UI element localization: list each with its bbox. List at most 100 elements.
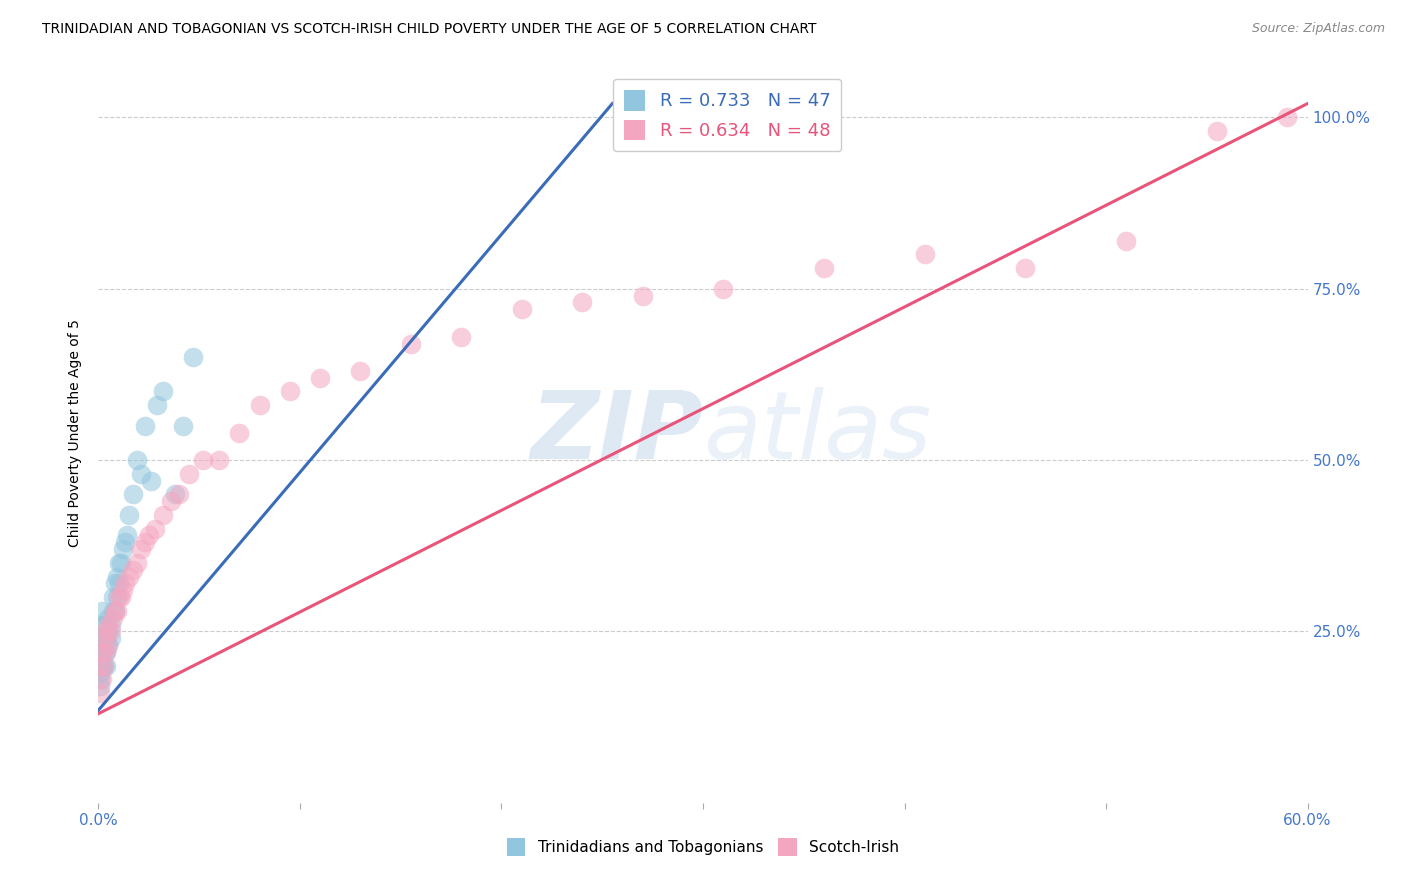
Point bbox=[93, 645, 115, 659]
Point bbox=[96, 658, 118, 673]
Point bbox=[91, 645, 114, 659]
Point bbox=[138, 528, 160, 542]
Point bbox=[107, 576, 129, 591]
Point bbox=[450, 329, 472, 343]
Point bbox=[91, 617, 114, 632]
Point bbox=[711, 282, 734, 296]
Point bbox=[160, 494, 183, 508]
Point bbox=[228, 425, 250, 440]
Point bbox=[399, 336, 422, 351]
Point bbox=[129, 542, 152, 557]
Point bbox=[309, 371, 332, 385]
Point bbox=[105, 604, 128, 618]
Point bbox=[179, 467, 201, 481]
Point bbox=[110, 556, 132, 570]
Text: TRINIDADIAN AND TOBAGONIAN VS SCOTCH-IRISH CHILD POVERTY UNDER THE AGE OF 5 CORR: TRINIDADIAN AND TOBAGONIAN VS SCOTCH-IRI… bbox=[42, 22, 817, 37]
Point bbox=[118, 569, 141, 583]
Point bbox=[114, 535, 136, 549]
Point bbox=[89, 673, 111, 687]
Point bbox=[125, 556, 148, 570]
Point bbox=[93, 632, 115, 646]
Point bbox=[101, 590, 124, 604]
Point bbox=[115, 528, 138, 542]
Point bbox=[89, 652, 111, 666]
Point bbox=[97, 638, 120, 652]
Point bbox=[1115, 234, 1137, 248]
Point bbox=[121, 487, 143, 501]
Point bbox=[134, 535, 156, 549]
Text: atlas: atlas bbox=[703, 387, 931, 478]
Point bbox=[103, 604, 125, 618]
Point bbox=[167, 487, 190, 501]
Point bbox=[139, 474, 162, 488]
Point bbox=[181, 350, 204, 364]
Point bbox=[249, 398, 271, 412]
Point bbox=[172, 418, 194, 433]
Point bbox=[97, 610, 120, 624]
Point bbox=[105, 590, 128, 604]
Point bbox=[914, 247, 936, 261]
Point bbox=[631, 288, 654, 302]
Point bbox=[89, 645, 111, 659]
Point bbox=[89, 686, 111, 700]
Point bbox=[101, 610, 124, 624]
Point bbox=[93, 658, 115, 673]
Point bbox=[510, 302, 533, 317]
Point bbox=[100, 624, 122, 639]
Point bbox=[111, 583, 134, 598]
Point bbox=[96, 632, 118, 646]
Point bbox=[100, 617, 122, 632]
Point bbox=[1014, 261, 1036, 276]
Y-axis label: Child Poverty Under the Age of 5: Child Poverty Under the Age of 5 bbox=[69, 318, 83, 547]
Point bbox=[89, 665, 111, 680]
Point bbox=[110, 590, 132, 604]
Point bbox=[1277, 110, 1299, 124]
Point bbox=[93, 658, 115, 673]
Point bbox=[91, 673, 114, 687]
Point bbox=[103, 604, 125, 618]
Point bbox=[97, 638, 120, 652]
Point bbox=[114, 576, 136, 591]
Point bbox=[103, 576, 125, 591]
Point bbox=[91, 658, 114, 673]
Point bbox=[152, 384, 174, 399]
Point bbox=[121, 563, 143, 577]
Point bbox=[97, 624, 120, 639]
Point bbox=[91, 604, 114, 618]
Point bbox=[93, 617, 115, 632]
Point bbox=[118, 508, 141, 522]
Point bbox=[89, 658, 111, 673]
Point bbox=[152, 508, 174, 522]
Point bbox=[163, 487, 186, 501]
Point bbox=[96, 645, 118, 659]
Point bbox=[89, 679, 111, 693]
Point bbox=[107, 556, 129, 570]
Point bbox=[89, 658, 111, 673]
Legend: Trinidadians and Tobagonians, Scotch-Irish: Trinidadians and Tobagonians, Scotch-Iri… bbox=[501, 832, 905, 862]
Point bbox=[111, 542, 134, 557]
Point bbox=[101, 604, 124, 618]
Point bbox=[349, 364, 371, 378]
Point bbox=[96, 645, 118, 659]
Point bbox=[125, 453, 148, 467]
Text: ZIP: ZIP bbox=[530, 386, 703, 479]
Point bbox=[107, 590, 129, 604]
Point bbox=[134, 418, 156, 433]
Point bbox=[100, 632, 122, 646]
Point bbox=[571, 295, 593, 310]
Point bbox=[89, 638, 111, 652]
Point bbox=[97, 617, 120, 632]
Point bbox=[813, 261, 835, 276]
Point bbox=[143, 522, 166, 536]
Point bbox=[278, 384, 301, 399]
Text: Source: ZipAtlas.com: Source: ZipAtlas.com bbox=[1251, 22, 1385, 36]
Point bbox=[91, 645, 114, 659]
Point bbox=[105, 569, 128, 583]
Point bbox=[129, 467, 152, 481]
Point bbox=[193, 453, 215, 467]
Point bbox=[91, 632, 114, 646]
Point bbox=[208, 453, 231, 467]
Point bbox=[1206, 124, 1229, 138]
Point bbox=[146, 398, 169, 412]
Point bbox=[96, 624, 118, 639]
